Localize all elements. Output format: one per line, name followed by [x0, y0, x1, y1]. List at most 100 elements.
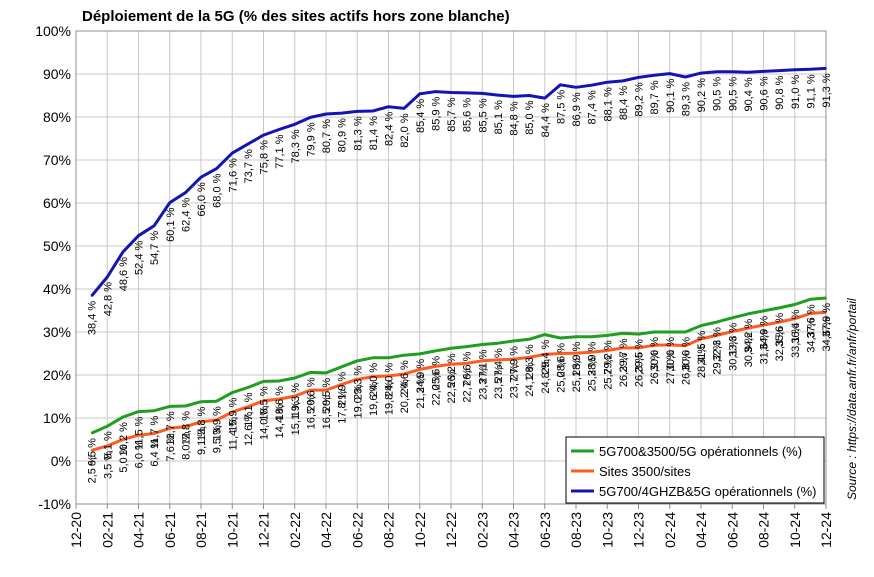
- data-label: 12,7 %: [165, 411, 177, 445]
- data-point: [512, 340, 515, 342]
- data-point: [481, 343, 484, 346]
- x-tick-label: 06-21: [162, 512, 178, 548]
- data-label: 82,4 %: [384, 111, 396, 145]
- data-point: [356, 378, 359, 381]
- data-labels: 6,5 % 8,1 % 10,2 % 11,5 % 11,7 % 12,7 % 12,8 %…: [87, 73, 833, 483]
- data-point: [653, 331, 656, 333]
- data-point: [356, 110, 359, 113]
- data-label: 71,6 %: [227, 158, 239, 192]
- data-label: 14,4 %: [274, 404, 286, 438]
- data-point: [465, 362, 468, 365]
- data-label: 5,0 %: [118, 444, 130, 472]
- x-tick-label: 08-23: [568, 512, 584, 548]
- y-tick-label: 20%: [43, 367, 71, 383]
- data-label: 12,6 %: [243, 412, 255, 446]
- data-label: 13,9 %: [212, 406, 224, 440]
- y-tick-label: 40%: [43, 281, 71, 297]
- data-point: [528, 356, 531, 359]
- data-point: [621, 79, 624, 82]
- data-label: 35,6 %: [774, 313, 786, 347]
- data-point: [653, 344, 656, 347]
- x-tick-label: 04-24: [693, 512, 709, 548]
- x-tick-label: 04-21: [131, 512, 147, 548]
- legend-box: [565, 436, 825, 504]
- data-label: 25,1 %: [571, 358, 583, 392]
- data-label: 85,6 %: [462, 98, 474, 132]
- data-label: 20,5 %: [321, 378, 333, 412]
- legend-label: 5G700&3500/5G opérationnels (%): [599, 444, 802, 459]
- data-point: [262, 399, 265, 402]
- data-label: 80,7 %: [321, 119, 333, 153]
- data-point: [137, 234, 140, 237]
- data-point: [403, 373, 406, 376]
- data-point: [403, 107, 406, 110]
- data-label: 8,1 %: [102, 431, 114, 459]
- y-tick-label: 30%: [43, 324, 71, 340]
- data-point: [418, 368, 421, 371]
- data-point: [293, 123, 296, 126]
- data-point: [575, 86, 577, 89]
- data-label: 85,0 %: [524, 100, 536, 134]
- data-point: [246, 386, 249, 389]
- data-point: [715, 334, 718, 337]
- data-point: [153, 409, 156, 412]
- data-point: [793, 317, 796, 320]
- data-label: 86,9 %: [571, 92, 583, 126]
- data-point: [387, 105, 390, 108]
- data-label: 7,6 %: [165, 433, 177, 461]
- series-line-3: [90, 66, 827, 297]
- data-label: 37,9 %: [821, 303, 833, 337]
- data-point: [731, 70, 734, 73]
- data-point: [309, 371, 312, 374]
- data-label: 34,6 %: [821, 317, 833, 351]
- data-point: [637, 76, 640, 79]
- data-label: 28,9 %: [571, 341, 583, 375]
- data-point: [543, 333, 546, 336]
- data-label: 6,0 %: [134, 440, 146, 468]
- data-point: [121, 251, 124, 253]
- data-point: [90, 449, 93, 452]
- data-label: 16,5 %: [305, 395, 317, 429]
- series-line-2: [91, 310, 827, 452]
- data-label: 90,4 %: [743, 77, 755, 111]
- data-label: 25,3 %: [587, 357, 599, 391]
- data-point: [434, 350, 437, 352]
- data-point: [325, 389, 327, 391]
- data-label: 19,8 %: [384, 381, 396, 415]
- data-label: 30,9 %: [743, 333, 755, 367]
- data-label: 29,2 %: [712, 340, 724, 374]
- data-label: 24,8 %: [540, 359, 552, 393]
- data-label: 14,0 %: [259, 406, 271, 440]
- data-label: 20,6 %: [305, 377, 317, 411]
- data-label: 22,5 %: [446, 369, 458, 403]
- data-label: 34,9 %: [759, 316, 771, 350]
- data-point: [168, 427, 171, 430]
- data-label: 85,1 %: [493, 100, 505, 134]
- data-point: [575, 335, 577, 338]
- data-label: 36,4 %: [790, 309, 802, 343]
- data-label: 27,9 %: [509, 346, 521, 380]
- x-tick-label: 12-24: [818, 512, 834, 548]
- data-point: [700, 337, 702, 340]
- y-tick-label: 100%: [35, 23, 71, 39]
- data-point: [418, 353, 421, 355]
- data-label: 23,5 %: [493, 365, 505, 399]
- data-point: [700, 324, 702, 327]
- y-tick-label: 90%: [43, 66, 71, 82]
- data-label: 28,9 %: [587, 341, 599, 375]
- data-label: 85,7 %: [446, 97, 458, 131]
- data-label: 26,3 %: [634, 353, 646, 387]
- x-tick-label: 06-22: [349, 512, 365, 548]
- data-point: [543, 97, 546, 99]
- data-point: [684, 344, 687, 347]
- data-point: [512, 358, 515, 360]
- data-label: 84,4 %: [540, 103, 552, 137]
- x-tick-label: 08-22: [381, 512, 397, 548]
- data-label: 24,0 %: [368, 363, 380, 397]
- data-label: 81,4 %: [368, 116, 380, 150]
- data-label: 11,4 %: [227, 417, 239, 451]
- data-label: 15,9 %: [227, 397, 239, 431]
- data-point: [715, 70, 718, 73]
- data-point: [168, 405, 171, 408]
